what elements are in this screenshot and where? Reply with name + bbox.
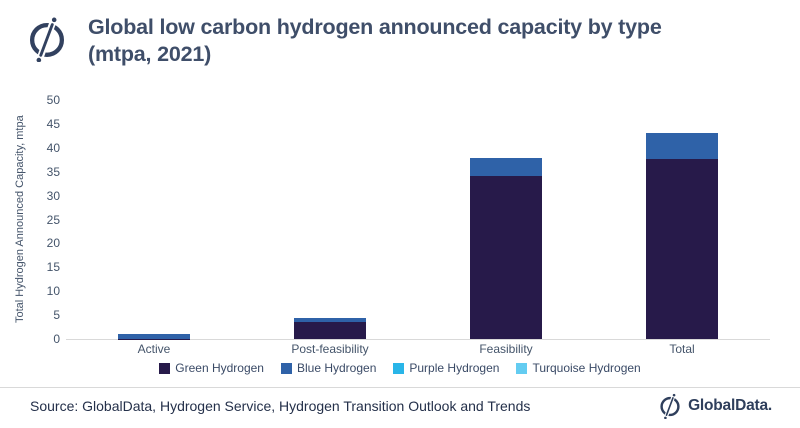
legend-item-green-hydrogen: Green Hydrogen [159, 361, 264, 375]
legend-label: Turquoise Hydrogen [532, 361, 641, 375]
x-axis-label: Active [137, 342, 171, 356]
x-axis-label: Post-feasibility [291, 342, 369, 356]
legend-swatch [516, 362, 528, 374]
y-tick-label: 5 [53, 308, 60, 323]
y-tick-label: 40 [46, 140, 60, 155]
bar-column-total [594, 100, 770, 339]
bar-segment-green-hydrogen [294, 322, 366, 339]
bar-column-active [66, 100, 242, 339]
bar-segment-blue-hydrogen [470, 157, 542, 177]
x-axis-label: Total [669, 342, 695, 356]
legend-item-blue-hydrogen: Blue Hydrogen [280, 361, 377, 375]
globaldata-brand: GlobalData. [657, 393, 772, 420]
x-axis-label: Feasibility [479, 342, 533, 356]
legend-item-turquoise-hydrogen: Turquoise Hydrogen [516, 361, 641, 375]
legend-item-purple-hydrogen: Purple Hydrogen [393, 361, 499, 375]
y-tick-label: 10 [46, 284, 60, 299]
bar-segment-green-hydrogen [470, 176, 542, 339]
legend-swatch [280, 362, 292, 374]
plot-area [66, 100, 770, 340]
globaldata-wordmark: GlobalData. [688, 397, 772, 414]
y-tick-label: 0 [53, 332, 60, 346]
legend-label: Purple Hydrogen [409, 361, 500, 375]
bar-column-feasibility [418, 100, 594, 339]
y-tick-label: 20 [46, 236, 60, 251]
y-tick-label: 50 [46, 93, 60, 107]
legend: Green Hydrogen Blue Hydrogen Purple Hydrog… [0, 361, 800, 375]
bar-stack [646, 133, 718, 339]
bar-stack [470, 157, 542, 339]
y-tick-label: 25 [46, 212, 60, 227]
legend-swatch [393, 362, 405, 374]
bar-segment-green-hydrogen [646, 159, 718, 339]
globaldata-logo-icon [24, 16, 70, 63]
bar-segment-blue-hydrogen [118, 334, 190, 339]
bar-segment-blue-hydrogen [646, 133, 718, 160]
chart-title: Global low carbon hydrogen announced cap… [88, 14, 788, 68]
y-tick-label: 15 [46, 260, 60, 275]
x-axis-labels: Active Post-feasibility Feasibility Total [66, 342, 770, 356]
legend-swatch [159, 362, 171, 374]
y-tick-label: 35 [46, 164, 60, 179]
bar-stack [294, 318, 366, 339]
chart-title-line1: Global low carbon hydrogen announced cap… [88, 15, 662, 39]
y-tick-label: 45 [46, 116, 60, 131]
chart-title-line2: (mtpa, 2021) [88, 42, 212, 66]
y-axis-ticks: 0 5 10 15 20 25 30 35 40 45 50 [28, 93, 60, 346]
bar-stack [118, 334, 190, 339]
bar-column-post-feasibility [242, 100, 418, 339]
y-tick-label: 30 [46, 188, 60, 203]
source-text: Source: GlobalData, Hydrogen Service, Hy… [30, 398, 531, 414]
legend-label: Green Hydrogen [175, 361, 264, 375]
bar-segment-blue-hydrogen [294, 318, 366, 323]
legend-label: Blue Hydrogen [296, 361, 377, 375]
footer-divider [0, 387, 800, 388]
globaldata-brand-icon [657, 393, 683, 420]
